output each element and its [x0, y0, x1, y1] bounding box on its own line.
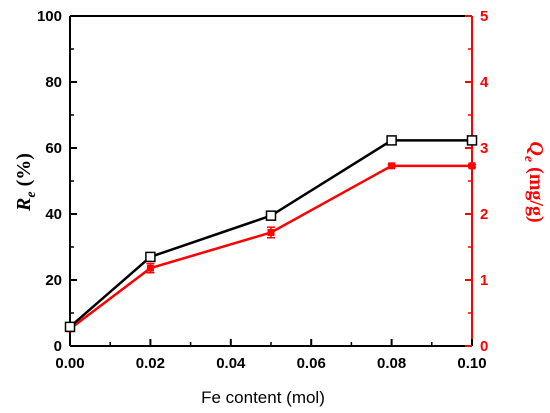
series-re-point: [64, 321, 76, 333]
y-left-tick-label: 100: [37, 8, 62, 25]
y-left-title-main: R: [13, 198, 35, 212]
series-qe-line: [69, 164, 472, 330]
series-qe-point: [267, 228, 275, 236]
x-tick-label: 0.06: [297, 355, 326, 372]
x-axis-ticks: 0.00 0.02 0.04 0.06 0.08 0.10: [55, 339, 487, 372]
y-right-tick-label: 0: [480, 338, 488, 355]
y-right-title-sub: e: [521, 156, 536, 162]
series-qe-point: [388, 162, 396, 170]
y-left-tick-label: 0: [54, 338, 62, 355]
x-tick-label: 0.04: [216, 355, 246, 372]
y-right-axis-title: Qe (mg/g): [521, 141, 547, 222]
y-right-axis-ticks: 0 1 2 3 4 5: [465, 8, 489, 355]
y-left-axis-ticks: 0 20 40 60 80 100: [37, 8, 77, 355]
y-right-tick-label: 2: [480, 206, 488, 223]
plot-frame: [69, 15, 473, 347]
y-left-title-sub: e: [24, 191, 39, 197]
x-axis-title: Fe content (mol): [201, 388, 325, 407]
y-left-tick-label: 20: [45, 272, 62, 289]
y-right-tick-label: 3: [480, 140, 488, 157]
y-left-title-unit: (%): [13, 153, 35, 191]
y-left-tick-label: 60: [45, 140, 62, 157]
y-right-tick-label: 4: [480, 74, 489, 91]
y-right-tick-label: 1: [480, 272, 488, 289]
y-right-title-main: Q: [525, 141, 547, 155]
series-re-point: [265, 210, 277, 221]
series-re-point: [466, 135, 478, 146]
series-qe-point: [468, 162, 476, 170]
y-right-title-unit: (mg/g): [525, 162, 547, 223]
series-qe-point: [146, 264, 154, 272]
series-layer: [64, 135, 478, 333]
y-left-axis-title: Re (%): [13, 153, 39, 212]
x-tick-label: 0.10: [457, 355, 486, 372]
x-tick-label: 0.08: [377, 355, 406, 372]
y-right-tick-label: 5: [480, 8, 488, 25]
x-tick-label: 0.00: [55, 355, 84, 372]
series-re-point: [145, 251, 156, 263]
y-left-tick-label: 40: [45, 206, 62, 223]
y-left-tick-label: 80: [45, 74, 62, 91]
series-re-point: [386, 135, 397, 146]
x-tick-label: 0.02: [136, 355, 165, 372]
